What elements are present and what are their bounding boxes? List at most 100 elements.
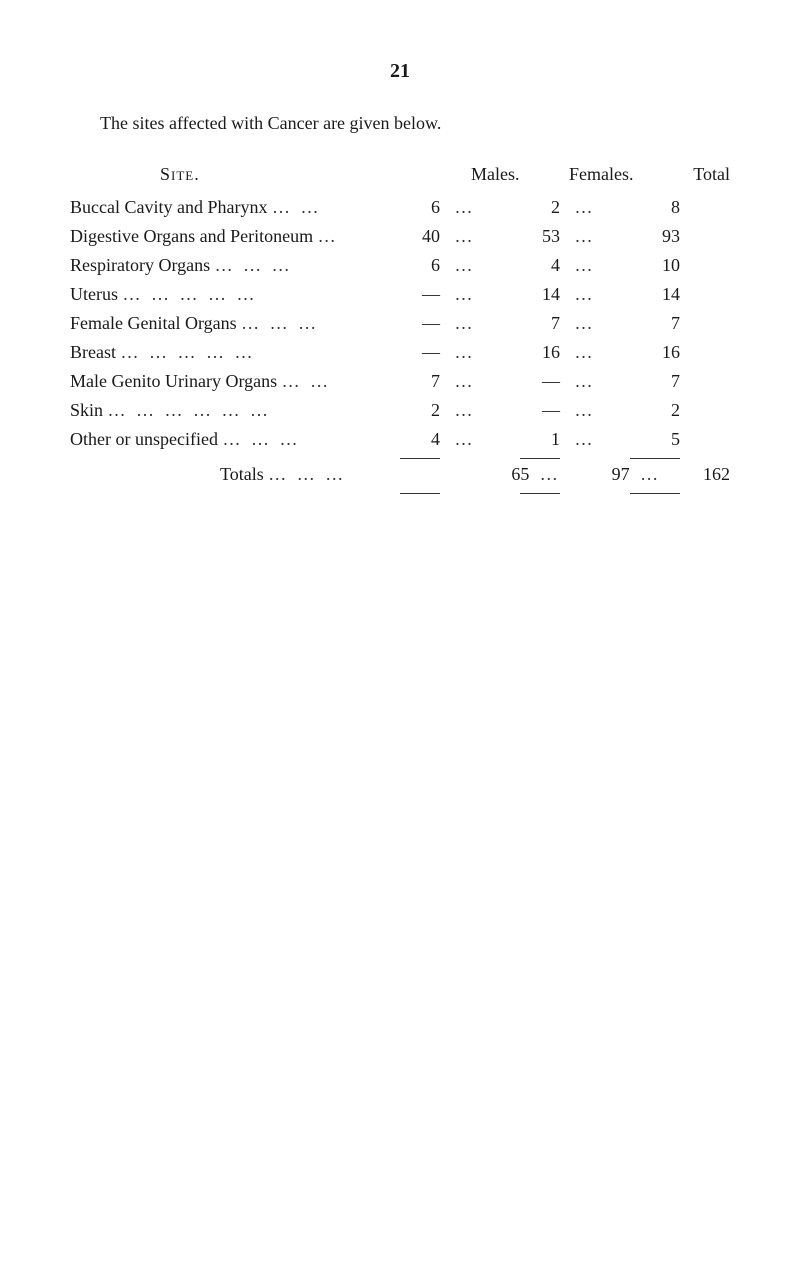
sep-dots: … <box>560 429 610 450</box>
sep-dots: … <box>440 342 490 363</box>
site-label: Female Genital Organs <box>70 313 241 333</box>
sep-dots: … <box>440 400 490 421</box>
males-cell: 40 <box>370 226 440 247</box>
table-row: Skin … … … … … …2…—…2 <box>70 400 730 421</box>
sep-dots: … <box>560 197 610 218</box>
table-row: Uterus … … … … …—…14…14 <box>70 284 730 305</box>
table-row: Breast … … … … …—…16…16 <box>70 342 730 363</box>
females-cell: 1 <box>490 429 560 450</box>
page-number: 21 <box>70 60 730 83</box>
males-cell: 2 <box>370 400 440 421</box>
total-cell: 2 <box>610 400 680 421</box>
males-cell: — <box>370 284 440 305</box>
sep-dots: … <box>560 255 610 276</box>
sep-dots: … <box>440 429 490 450</box>
table-body: Buccal Cavity and Pharynx … …6…2…8Digest… <box>70 197 730 450</box>
header-females: Females. <box>520 164 634 185</box>
males-cell: 7 <box>370 371 440 392</box>
males-cell: 6 <box>370 255 440 276</box>
site-cell: Respiratory Organs … … … <box>70 255 370 276</box>
total-cell: 5 <box>610 429 680 450</box>
trail-dots: … … … … … … <box>108 400 272 420</box>
totals-row: Totals … … … 65 … 97 … 162 <box>70 464 730 485</box>
site-label: Breast <box>70 342 120 362</box>
total-cell: 7 <box>610 313 680 334</box>
header-site: Site. <box>70 164 423 185</box>
site-label: Other or unspecified <box>70 429 222 449</box>
site-label: Skin <box>70 400 108 420</box>
sep-dots: … <box>440 226 490 247</box>
table-row: Digestive Organs and Peritoneum …40…53…9… <box>70 226 730 247</box>
trail-dots: … <box>318 226 339 246</box>
table-row: Female Genital Organs … … …—…7…7 <box>70 313 730 334</box>
rule-females-lower <box>520 493 560 495</box>
females-cell: 4 <box>490 255 560 276</box>
sep-dots: … <box>560 400 610 421</box>
females-cell: — <box>490 371 560 392</box>
total-cell: 93 <box>610 226 680 247</box>
total-cell: 10 <box>610 255 680 276</box>
sep-dots: … <box>440 313 490 334</box>
females-cell: — <box>490 400 560 421</box>
sep-dots: … <box>440 371 490 392</box>
site-label: Uterus <box>70 284 123 304</box>
sep-dots: … <box>560 342 610 363</box>
totals-trail: … … … <box>268 464 346 484</box>
sep-dots: … <box>560 371 610 392</box>
males-cell: 4 <box>370 429 440 450</box>
table-header-row: Site. Males. Females. Total <box>70 164 730 185</box>
site-cell: Uterus … … … … … <box>70 284 370 305</box>
trail-dots: … … … <box>241 313 319 333</box>
males-cell: 6 <box>370 197 440 218</box>
rule-total-lower <box>630 493 680 495</box>
females-cell: 16 <box>490 342 560 363</box>
rule-total <box>630 458 680 460</box>
cancer-sites-table: Site. Males. Females. Total Buccal Cavit… <box>70 164 730 495</box>
total-cell: 14 <box>610 284 680 305</box>
trail-dots: … … … … … <box>123 284 258 304</box>
site-label: Buccal Cavity and Pharynx <box>70 197 272 217</box>
females-cell: 14 <box>490 284 560 305</box>
total-cell: 16 <box>610 342 680 363</box>
females-cell: 7 <box>490 313 560 334</box>
sep-dots: … <box>440 255 490 276</box>
intro-text: The sites affected with Cancer are given… <box>100 113 730 134</box>
totals-sep1: … <box>529 464 571 485</box>
trail-dots: … … … <box>222 429 300 449</box>
males-cell: — <box>370 313 440 334</box>
totals-females: 97 <box>571 464 630 485</box>
rule-row-upper <box>70 458 730 460</box>
rule-females <box>520 458 560 460</box>
table-row: Respiratory Organs … … …6…4…10 <box>70 255 730 276</box>
females-cell: 2 <box>490 197 560 218</box>
trail-dots: … … … … … <box>120 342 255 362</box>
table-row: Other or unspecified … … …4…1…5 <box>70 429 730 450</box>
site-label: Digestive Organs and Peritoneum <box>70 226 318 246</box>
totals-sep2: … <box>630 464 672 485</box>
sep-dots: … <box>560 284 610 305</box>
males-cell: — <box>370 342 440 363</box>
site-cell: Other or unspecified … … … <box>70 429 370 450</box>
sep-dots: … <box>440 284 490 305</box>
site-cell: Buccal Cavity and Pharynx … … <box>70 197 370 218</box>
site-cell: Breast … … … … … <box>70 342 370 363</box>
total-cell: 8 <box>610 197 680 218</box>
table-row: Buccal Cavity and Pharynx … …6…2…8 <box>70 197 730 218</box>
totals-total: 162 <box>671 464 730 485</box>
site-label: Respiratory Organs <box>70 255 215 275</box>
trail-dots: … … <box>272 197 322 217</box>
totals-label-cell: Totals … … … <box>70 464 471 485</box>
rule-males <box>400 458 440 460</box>
table-row: Male Genito Urinary Organs … …7…—…7 <box>70 371 730 392</box>
trail-dots: … … <box>282 371 332 391</box>
site-label: Male Genito Urinary Organs <box>70 371 282 391</box>
trail-dots: … … … <box>215 255 293 275</box>
sep-dots: … <box>560 313 610 334</box>
total-cell: 7 <box>610 371 680 392</box>
rule-row-lower <box>70 493 730 495</box>
header-total: Total <box>634 164 730 185</box>
totals-label: Totals <box>220 464 264 484</box>
sep-dots: … <box>440 197 490 218</box>
females-cell: 53 <box>490 226 560 247</box>
totals-males: 65 <box>471 464 530 485</box>
